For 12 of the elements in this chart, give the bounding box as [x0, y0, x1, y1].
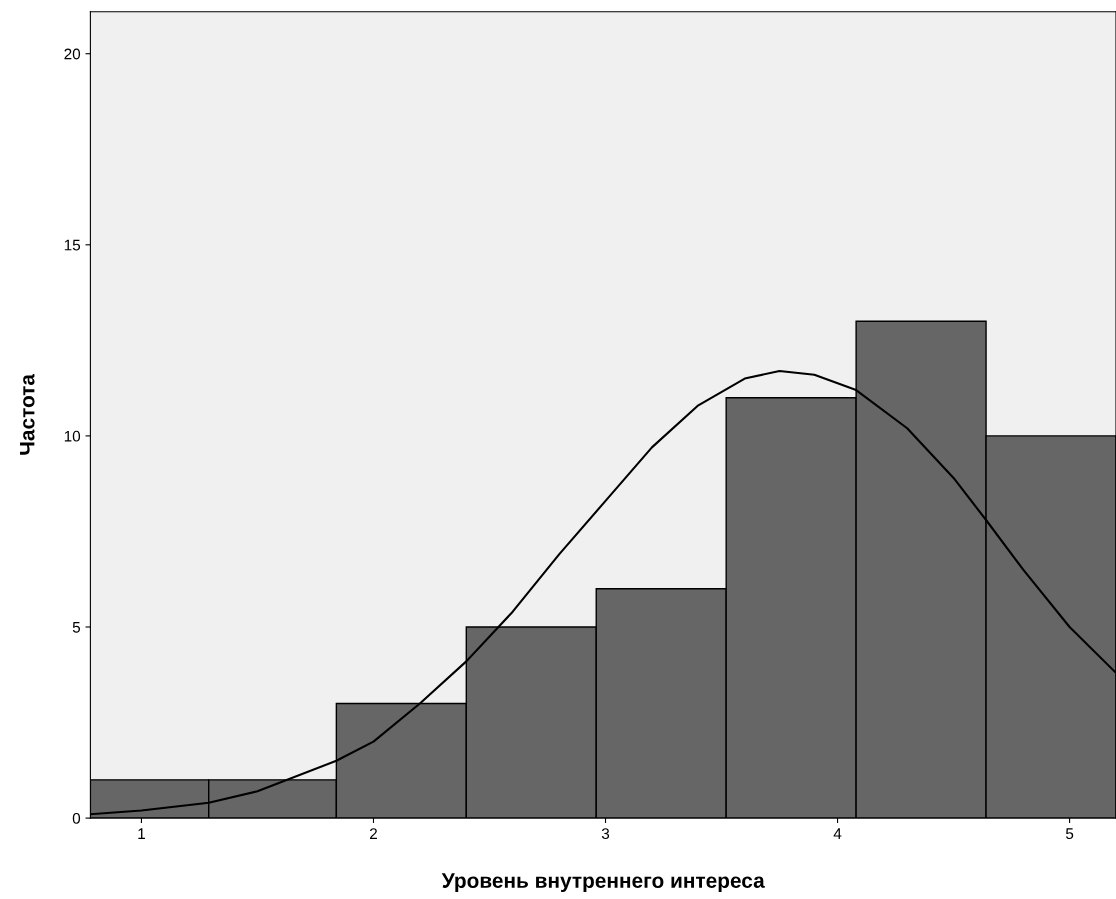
x-tick-label: 4: [833, 828, 842, 839]
y-tick-label: 5: [72, 622, 81, 633]
y-tick-label: 0: [72, 812, 81, 824]
x-tick-label: 3: [601, 828, 610, 840]
x-tick-label: 1: [138, 828, 145, 839]
y-tick-label: 10: [64, 430, 81, 442]
y-axis-title: Частота: [20, 373, 35, 455]
x-axis-title: Уровень внутреннего интереса: [441, 873, 765, 893]
x-tick-label: 2: [370, 828, 377, 839]
y-tick-label: 20: [64, 48, 81, 60]
x-tick-label: 5: [1065, 828, 1074, 840]
y-tick-label: 15: [64, 239, 81, 251]
